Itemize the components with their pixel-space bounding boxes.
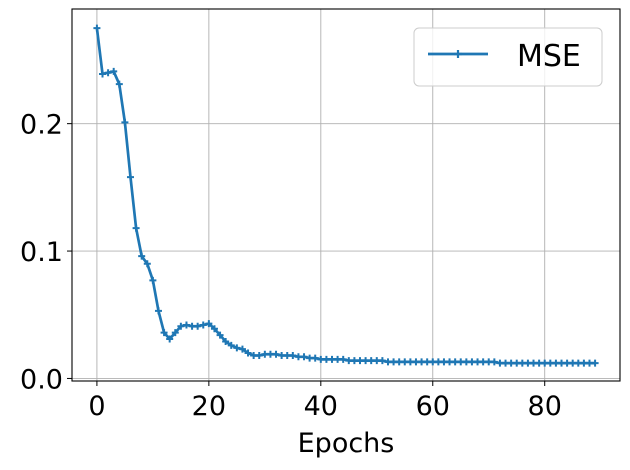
y-tick-label: 0.1 (20, 237, 63, 268)
data-point (154, 307, 162, 315)
data-point (132, 224, 140, 232)
data-point (143, 260, 151, 268)
series-group (93, 24, 599, 367)
data-point (227, 341, 235, 349)
data-point (171, 329, 179, 337)
data-point (210, 325, 218, 333)
data-point (177, 322, 185, 330)
y-tick-label: 0.2 (20, 110, 63, 141)
data-point (138, 252, 146, 260)
data-point (490, 358, 498, 366)
y-tick-label: 0.0 (20, 364, 63, 395)
data-point (115, 80, 123, 88)
data-point (272, 350, 280, 358)
data-point (233, 344, 241, 352)
legend: MSE (413, 27, 603, 87)
data-point (238, 345, 246, 353)
x-tick-label: 20 (192, 391, 226, 422)
data-point (93, 24, 101, 32)
data-point (126, 173, 134, 181)
x-tick-label: 80 (528, 391, 562, 422)
legend-marker-mse (454, 50, 462, 58)
legend-box (413, 27, 603, 87)
data-point (378, 357, 386, 365)
data-point (311, 354, 319, 362)
x-axis-label: Epochs (298, 428, 395, 459)
data-point (255, 352, 263, 360)
data-point (244, 349, 252, 357)
data-point (222, 338, 230, 346)
data-point (182, 321, 190, 329)
data-point (300, 353, 308, 361)
data-point (194, 322, 202, 330)
legend-label-mse: MSE (517, 39, 581, 74)
data-point (216, 331, 224, 339)
x-tick-label: 60 (416, 391, 450, 422)
data-point (339, 355, 347, 363)
data-point (166, 335, 174, 343)
y-axis-ticks: 0.0 0.1 0.2 (20, 110, 72, 395)
plot-frame (71, 8, 621, 382)
x-tick-label: 0 (88, 391, 105, 422)
data-point (199, 321, 207, 329)
data-point (149, 276, 157, 284)
data-point (289, 352, 297, 360)
x-axis-ticks: 0 20 40 60 80 (88, 381, 562, 422)
data-point (160, 329, 168, 337)
data-point (121, 118, 129, 126)
data-point (104, 69, 112, 77)
data-point (205, 320, 213, 328)
data-point (591, 359, 599, 367)
data-point (99, 70, 107, 78)
data-point (110, 67, 118, 75)
x-tick-label: 40 (304, 391, 338, 422)
